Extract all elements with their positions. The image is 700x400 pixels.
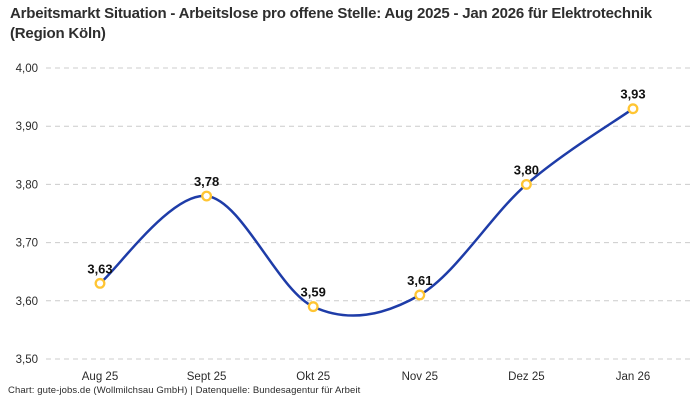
data-point-label: 3,80 xyxy=(514,162,539,177)
y-axis-tick-label: 4,00 xyxy=(16,63,38,75)
x-axis-tick-label: Dez 25 xyxy=(508,371,544,383)
y-axis-tick-label: 3,80 xyxy=(16,179,38,191)
y-axis-tick-label: 3,50 xyxy=(16,354,38,366)
chart-attribution: Chart: gute-jobs.de (Wollmilchsau GmbH) … xyxy=(8,385,361,396)
data-point-marker xyxy=(627,103,639,115)
x-axis-tick-label: Okt 25 xyxy=(296,371,330,383)
data-point-marker xyxy=(414,289,426,301)
chart-title: Arbeitsmarkt Situation - Arbeitslose pro… xyxy=(10,5,652,42)
data-point-marker xyxy=(307,301,319,313)
data-point-marker xyxy=(94,277,106,289)
data-line xyxy=(98,107,635,317)
x-axis-tick-label: Jan 26 xyxy=(616,371,651,383)
data-point-marker xyxy=(201,190,213,202)
y-axis-tick-label: 3,70 xyxy=(16,238,38,250)
data-point-marker xyxy=(520,178,532,190)
y-axis-tick-label: 3,90 xyxy=(16,121,38,133)
x-axis-tick-label: Sept 25 xyxy=(187,371,227,383)
data-point-label: 3,78 xyxy=(194,174,219,189)
data-point-label: 3,61 xyxy=(407,273,432,288)
data-point-label: 3,63 xyxy=(87,261,112,276)
data-point-label: 3,59 xyxy=(301,285,326,300)
y-axis-tick-label: 3,60 xyxy=(16,296,38,308)
x-axis-tick-label: Nov 25 xyxy=(402,371,438,383)
data-point-label: 3,93 xyxy=(620,87,645,102)
x-axis-tick-label: Aug 25 xyxy=(82,371,118,383)
